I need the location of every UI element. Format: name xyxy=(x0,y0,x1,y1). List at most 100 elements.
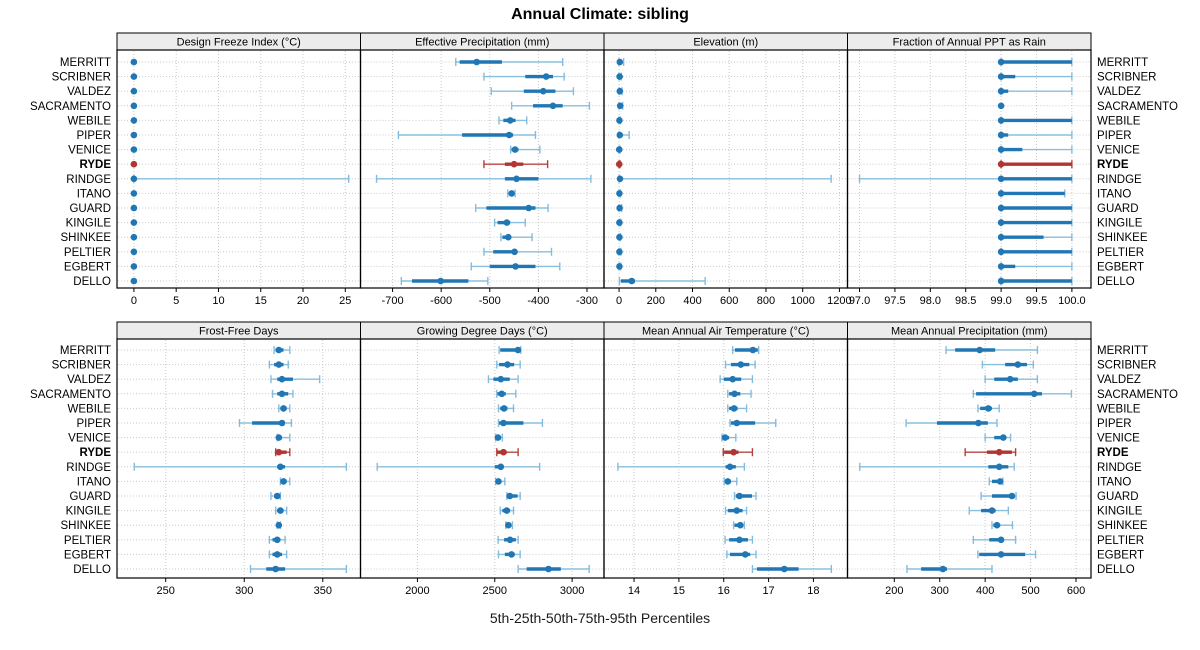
percentile-series-itano xyxy=(616,189,623,198)
x-tick-label: 10 xyxy=(212,295,224,307)
percentile-series-peltier xyxy=(997,247,1073,256)
percentile-series-venice xyxy=(494,433,504,442)
x-tick-label: 98.5 xyxy=(955,295,976,307)
percentile-series-dello xyxy=(618,277,706,285)
percentile-series-guard xyxy=(980,492,1017,500)
median-dot xyxy=(628,277,636,285)
percentile-series-valdez xyxy=(719,375,754,384)
median-dot xyxy=(616,263,623,270)
median-dot xyxy=(1030,390,1038,398)
median-dot xyxy=(130,102,138,110)
panel-elevation-m: Elevation (m) 0 200 400 600 800 1000 1200 xyxy=(603,32,852,307)
median-dot xyxy=(616,175,624,183)
median-dot xyxy=(995,448,1003,456)
percentile-series-merritt xyxy=(455,58,564,66)
percentile-series-shinkee xyxy=(500,233,533,242)
site-label: ITANO xyxy=(1097,188,1131,200)
median-dot xyxy=(275,361,283,368)
x-tick-label: 600 xyxy=(1067,585,1085,597)
site-label: DELLO xyxy=(1097,564,1135,576)
percentile-series-peltier xyxy=(616,247,623,256)
median-dot xyxy=(506,117,514,124)
percentile-series-webile xyxy=(616,116,623,125)
median-dot xyxy=(273,551,281,558)
median-dot xyxy=(721,434,729,441)
site-label: VENICE xyxy=(1097,433,1140,445)
percentile-series-egbert xyxy=(268,550,288,559)
median-dot xyxy=(733,419,741,427)
percentile-series-sacramento xyxy=(510,101,591,110)
median-dot xyxy=(539,87,547,95)
site-label: PIPER xyxy=(1097,130,1132,142)
percentile-series-shinkee xyxy=(616,233,623,242)
site-label: SCRIBNER xyxy=(1097,72,1156,84)
panel-design-freeze-index-c: Design Freeze Index (°C) 0 5 10 15 20 25 xyxy=(116,32,362,307)
median-dot xyxy=(616,219,623,226)
median-dot xyxy=(494,434,502,441)
percentile-series-ryde xyxy=(496,448,519,457)
percentile-series-ryde xyxy=(722,448,754,457)
x-tick-label: 1000 xyxy=(790,295,814,307)
site-label: PELTIER xyxy=(1097,247,1144,259)
percentile-series-rindge xyxy=(617,462,746,471)
site-label: MERRITT xyxy=(1097,345,1148,357)
site-label: SHINKEE xyxy=(61,232,112,244)
median-dot xyxy=(975,419,982,427)
median-dot xyxy=(615,160,623,168)
median-dot xyxy=(503,219,511,226)
percentile-series-peltier xyxy=(268,535,286,544)
site-label: SHINKEE xyxy=(1097,520,1148,532)
median-dot xyxy=(130,146,138,153)
site-label: VENICE xyxy=(1097,145,1140,157)
median-dot xyxy=(275,448,283,456)
site-label: RINDGE xyxy=(1097,174,1142,186)
percentile-series-merritt xyxy=(273,346,291,354)
percentile-series-merritt xyxy=(130,58,138,66)
site-label: SACRAMENTO xyxy=(1097,389,1178,401)
site-label: MERRITT xyxy=(1097,57,1148,69)
median-dot xyxy=(997,536,1005,544)
percentile-series-valdez xyxy=(997,87,1073,96)
median-dot xyxy=(130,73,138,80)
percentile-series-ryde xyxy=(997,160,1073,169)
percentile-series-ryde xyxy=(483,160,549,169)
percentile-series-sacramento xyxy=(727,389,752,398)
median-dot xyxy=(997,277,1005,285)
x-tick-label: 14 xyxy=(628,585,640,597)
percentile-series-kingile xyxy=(968,506,1010,515)
site-label: MERRITT xyxy=(60,345,111,357)
percentile-series-valdez xyxy=(270,375,321,384)
site-label: ITANO xyxy=(1097,476,1131,488)
percentile-series-rindge xyxy=(133,462,348,471)
median-dot xyxy=(504,233,512,241)
median-dot xyxy=(724,478,732,485)
median-dot xyxy=(976,346,983,354)
site-label: MERRITT xyxy=(60,57,111,69)
x-tick-label: 800 xyxy=(757,295,775,307)
percentile-series-rindge xyxy=(376,462,541,471)
site-label: PIPER xyxy=(76,130,111,142)
percentile-series-webile xyxy=(278,404,291,413)
panel-growing-degree-days-c: Growing Degree Days (°C) 2000 2500 3000 xyxy=(359,321,605,597)
median-dot xyxy=(500,405,508,412)
median-dot xyxy=(278,375,286,383)
site-label: VENICE xyxy=(68,145,111,157)
median-dot xyxy=(997,248,1005,256)
percentile-series-itano xyxy=(988,477,1004,486)
median-dot xyxy=(511,146,519,153)
panel-marks xyxy=(133,346,348,573)
site-label: GUARD xyxy=(69,203,111,215)
site-label: KINGILE xyxy=(66,506,112,518)
percentile-series-itano xyxy=(279,477,291,486)
percentile-series-guard xyxy=(616,204,623,212)
site-label: EGBERT xyxy=(1097,549,1144,561)
median-dot xyxy=(549,102,557,110)
site-label: ITANO xyxy=(77,476,111,488)
x-tick-label: 300 xyxy=(931,585,949,597)
x-tick-label: 2000 xyxy=(405,585,429,597)
percentile-series-sacramento xyxy=(271,389,294,398)
percentile-series-valdez xyxy=(130,87,138,95)
median-dot xyxy=(278,390,286,398)
site-label: SACRAMENTO xyxy=(30,101,111,113)
percentile-series-egbert xyxy=(497,550,521,559)
